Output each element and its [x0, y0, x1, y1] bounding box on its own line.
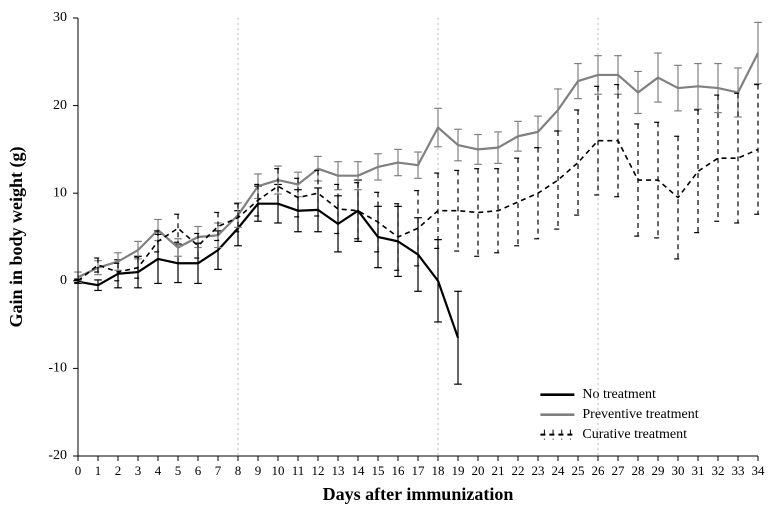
- x-tick-label: 33: [732, 463, 745, 478]
- x-tick-label: 9: [255, 463, 262, 478]
- x-tick-label: 14: [352, 463, 366, 478]
- x-tick-label: 23: [532, 463, 545, 478]
- x-tick-label: 13: [332, 463, 345, 478]
- x-tick-label: 6: [195, 463, 202, 478]
- legend-label: No treatment: [582, 387, 656, 402]
- x-tick-label: 0: [75, 463, 82, 478]
- y-tick-label: 10: [53, 185, 67, 200]
- x-tick-label: 10: [272, 463, 285, 478]
- legend-label: Curative treatment: [582, 427, 687, 442]
- x-tick-label: 1: [95, 463, 102, 478]
- y-tick-label: -20: [48, 448, 67, 463]
- x-tick-label: 11: [292, 463, 305, 478]
- x-tick-label: 19: [452, 463, 465, 478]
- x-tick-label: 24: [552, 463, 566, 478]
- x-tick-label: 17: [412, 463, 426, 478]
- x-tick-label: 2: [115, 463, 122, 478]
- x-tick-label: 3: [135, 463, 142, 478]
- x-tick-label: 32: [712, 463, 725, 478]
- x-tick-label: 26: [592, 463, 606, 478]
- x-tick-label: 34: [752, 463, 766, 478]
- x-tick-label: 28: [632, 463, 645, 478]
- x-tick-label: 7: [215, 463, 222, 478]
- legend-label: Preventive treatment: [582, 407, 698, 422]
- y-tick-label: 0: [60, 273, 67, 288]
- x-tick-label: 29: [652, 463, 665, 478]
- x-tick-label: 12: [312, 463, 325, 478]
- y-tick-label: 30: [53, 10, 67, 25]
- x-tick-label: 22: [512, 463, 525, 478]
- x-tick-label: 20: [472, 463, 485, 478]
- x-tick-label: 27: [612, 463, 626, 478]
- x-tick-label: 4: [155, 463, 162, 478]
- x-tick-label: 16: [392, 463, 406, 478]
- x-tick-label: 31: [692, 463, 705, 478]
- y-tick-label: 20: [53, 98, 67, 113]
- x-tick-label: 30: [672, 463, 685, 478]
- body-weight-chart: -20-100102030012345678910111213141516171…: [0, 0, 782, 522]
- x-axis-title: Days after immunization: [323, 484, 514, 504]
- x-tick-label: 18: [432, 463, 445, 478]
- x-tick-label: 25: [572, 463, 585, 478]
- x-tick-label: 5: [175, 463, 182, 478]
- y-axis-title: Gain in body weight (g): [6, 146, 27, 327]
- x-tick-label: 15: [372, 463, 385, 478]
- x-tick-label: 8: [235, 463, 242, 478]
- y-tick-label: -10: [48, 361, 67, 376]
- x-tick-label: 21: [492, 463, 505, 478]
